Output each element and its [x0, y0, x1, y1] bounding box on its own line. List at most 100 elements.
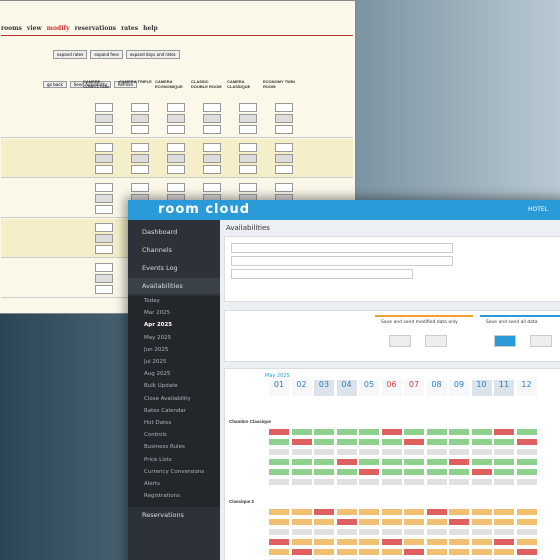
- avail-cell[interactable]: [336, 509, 357, 515]
- avail-cell[interactable]: [359, 519, 379, 525]
- avail-cell[interactable]: [426, 509, 447, 515]
- input[interactable]: [131, 183, 149, 192]
- avail-cell[interactable]: [449, 449, 469, 455]
- avail-cell[interactable]: [381, 439, 402, 445]
- avail-cell[interactable]: [359, 549, 379, 555]
- avail-cell[interactable]: [494, 539, 514, 545]
- submenu-item[interactable]: Mar 2025: [144, 310, 171, 317]
- avail-cell[interactable]: [269, 479, 289, 485]
- nav-item[interactable]: Events Log: [142, 264, 178, 272]
- avail-cell[interactable]: [426, 479, 447, 485]
- avail-cell[interactable]: [336, 449, 357, 455]
- tab[interactable]: expand days and rates: [125, 50, 180, 59]
- submenu-item[interactable]: Alerts: [144, 481, 160, 487]
- tab[interactable]: expand rates: [53, 50, 88, 59]
- avail-cell[interactable]: [314, 529, 334, 535]
- avail-cell[interactable]: [494, 479, 514, 485]
- avail-cell[interactable]: [516, 429, 537, 435]
- input[interactable]: [95, 285, 113, 294]
- avail-cell[interactable]: [269, 519, 289, 525]
- avail-cell[interactable]: [291, 459, 312, 465]
- menu-link[interactable]: view: [26, 25, 42, 32]
- input[interactable]: [131, 125, 149, 134]
- avail-cell[interactable]: [381, 509, 402, 515]
- avail-cell[interactable]: [516, 549, 537, 555]
- submenu-item[interactable]: Close Availability: [144, 395, 191, 402]
- avail-cell[interactable]: [426, 519, 447, 525]
- input[interactable]: [131, 114, 149, 123]
- avail-cell[interactable]: [516, 439, 537, 445]
- submenu-item[interactable]: Controls: [144, 432, 167, 439]
- avail-cell[interactable]: [359, 429, 379, 435]
- avail-cell[interactable]: [471, 539, 492, 545]
- date-cell[interactable]: 09: [449, 380, 469, 396]
- avail-cell[interactable]: [359, 469, 379, 475]
- menu-link[interactable]: modify: [46, 25, 70, 32]
- avail-cell[interactable]: [291, 439, 312, 445]
- button[interactable]: Send Availability: [69, 81, 111, 88]
- avail-cell[interactable]: [269, 539, 289, 545]
- avail-cell[interactable]: [516, 529, 537, 535]
- avail-cell[interactable]: [449, 539, 469, 545]
- avail-cell[interactable]: [426, 429, 447, 435]
- avail-cell[interactable]: [359, 479, 379, 485]
- input[interactable]: [275, 154, 293, 163]
- submenu-item[interactable]: Aug 2025: [144, 371, 171, 378]
- submenu-item[interactable]: Today: [144, 298, 160, 304]
- submenu-item[interactable]: Price Lists: [144, 456, 172, 463]
- avail-cell[interactable]: [314, 509, 334, 515]
- input[interactable]: [95, 223, 113, 232]
- avail-cell[interactable]: [404, 479, 424, 485]
- input[interactable]: [203, 103, 221, 112]
- avail-cell[interactable]: [426, 459, 447, 465]
- avail-cell[interactable]: [404, 539, 424, 545]
- send-button[interactable]: [494, 335, 516, 347]
- avail-cell[interactable]: [381, 429, 402, 435]
- avail-cell[interactable]: [291, 509, 312, 515]
- input[interactable]: [203, 114, 221, 123]
- avail-cell[interactable]: [269, 529, 289, 535]
- nav-item[interactable]: Channels: [142, 246, 173, 254]
- input[interactable]: [203, 154, 221, 163]
- avail-cell[interactable]: [494, 449, 514, 455]
- avail-cell[interactable]: [404, 449, 424, 455]
- avail-cell[interactable]: [359, 529, 379, 535]
- reset-button[interactable]: [425, 335, 447, 347]
- avail-cell[interactable]: [381, 479, 402, 485]
- date-cell[interactable]: 04: [336, 380, 357, 396]
- date-cell[interactable]: 05: [359, 380, 379, 396]
- input[interactable]: [95, 194, 113, 203]
- submenu-item[interactable]: Jul 2025: [144, 359, 167, 365]
- avail-cell[interactable]: [449, 529, 469, 535]
- input[interactable]: [95, 114, 113, 123]
- avail-cell[interactable]: [336, 429, 357, 435]
- avail-cell[interactable]: [449, 519, 469, 525]
- input[interactable]: [167, 143, 185, 152]
- input[interactable]: [203, 165, 221, 174]
- date-cell[interactable]: 10: [471, 380, 492, 396]
- button[interactable]: Refresh: [113, 81, 138, 88]
- submenu-item[interactable]: Business Rules: [144, 444, 185, 451]
- input[interactable]: [95, 234, 113, 243]
- submenu-item[interactable]: Hot Dates: [144, 420, 172, 426]
- avail-cell[interactable]: [336, 459, 357, 465]
- avail-cell[interactable]: [516, 509, 537, 515]
- avail-cell[interactable]: [471, 429, 492, 435]
- avail-cell[interactable]: [314, 439, 334, 445]
- avail-cell[interactable]: [494, 529, 514, 535]
- avail-cell[interactable]: [336, 539, 357, 545]
- input[interactable]: [239, 103, 257, 112]
- avail-cell[interactable]: [494, 429, 514, 435]
- input[interactable]: [203, 183, 221, 192]
- submenu-item[interactable]: May 2025: [144, 334, 172, 341]
- avail-cell[interactable]: [359, 459, 379, 465]
- input[interactable]: [131, 143, 149, 152]
- avail-cell[interactable]: [516, 539, 537, 545]
- input[interactable]: [167, 125, 185, 134]
- input[interactable]: [239, 154, 257, 163]
- date-cell[interactable]: 07: [404, 380, 424, 396]
- avail-cell[interactable]: [314, 469, 334, 475]
- avail-cell[interactable]: [426, 469, 447, 475]
- input[interactable]: [275, 114, 293, 123]
- avail-cell[interactable]: [314, 429, 334, 435]
